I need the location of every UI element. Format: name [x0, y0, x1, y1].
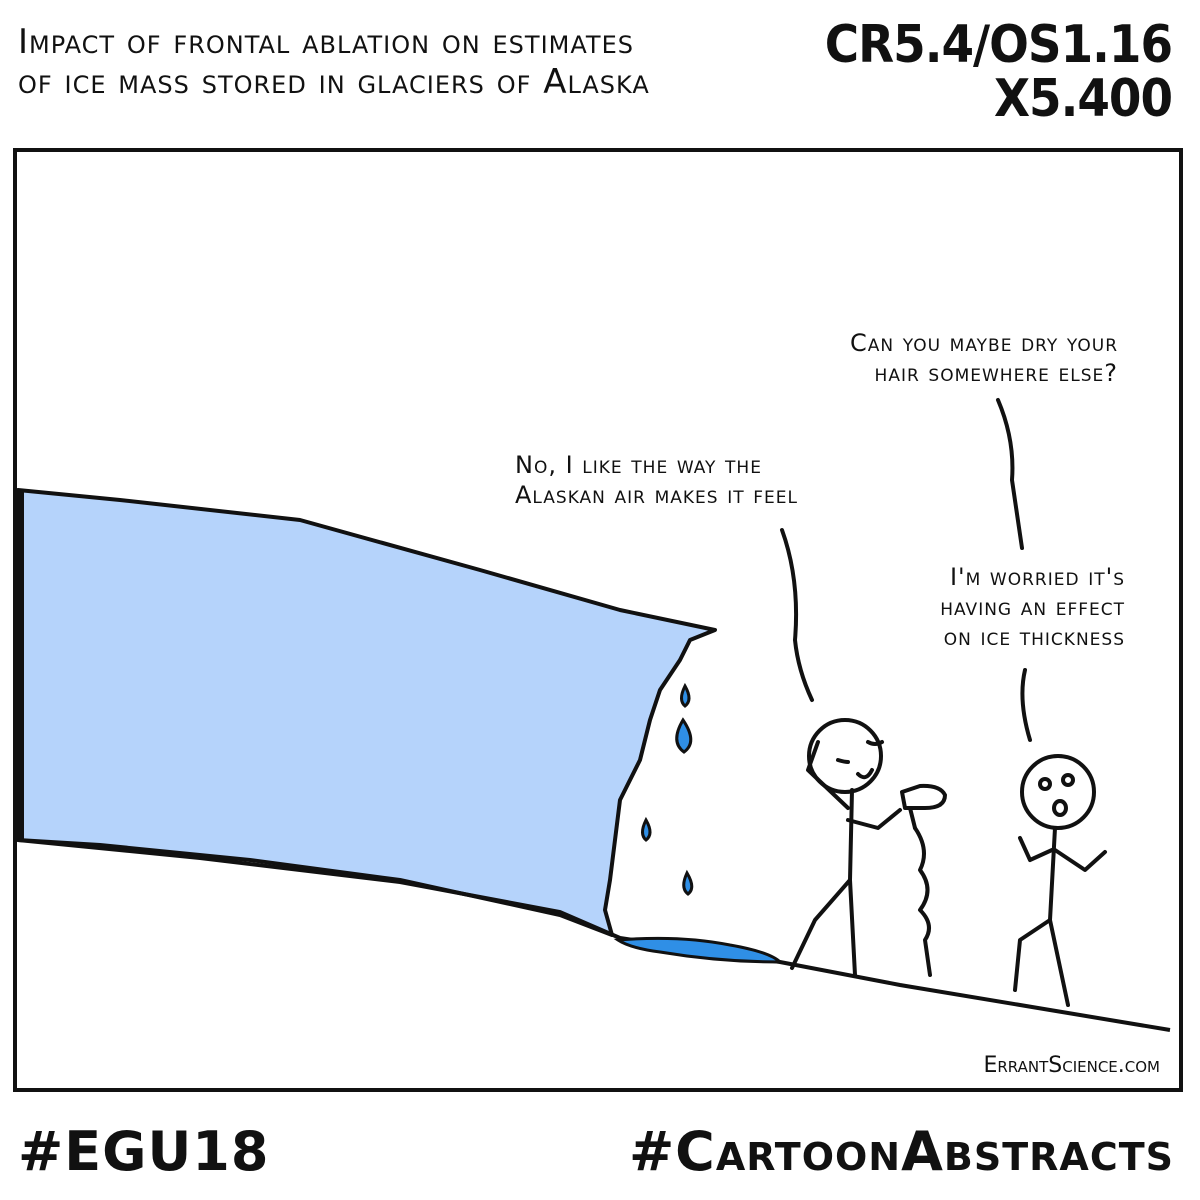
speech-bubble-1: Can you maybe dry your hair somewhere el…: [740, 328, 1118, 388]
comic-title: Impact of frontal ablation on estimates …: [18, 22, 650, 102]
speech-1-line-2: hair somewhere else?: [874, 359, 1118, 387]
speech-bubble-3: I'm worried it's having an effect on ice…: [820, 562, 1125, 652]
speech-2-line-2: Alaskan air makes it feel: [515, 481, 798, 509]
speech-1-line-1: Can you maybe dry your: [850, 329, 1118, 357]
hashtag-cartoon-abstracts: #CartoonAbstracts: [628, 1120, 1174, 1183]
stick-figure-hairdryer: [790, 718, 947, 977]
speech-3-line-2: having an effect: [940, 593, 1125, 621]
speech-tail-1: [996, 398, 1024, 550]
panel-border: [13, 148, 1183, 1092]
water-drips: [641, 682, 694, 896]
glacier: [16, 488, 717, 937]
session-code-line-2: X5.400: [993, 69, 1173, 129]
stick-figure-worried: [1013, 754, 1107, 1007]
speech-2-line-1: No, I like the way the: [515, 451, 762, 479]
hashtag-egu: #EGU18: [18, 1120, 270, 1183]
speech-3-line-3: on ice thickness: [943, 623, 1125, 651]
session-code-line-1: CR5.4/OS1.16: [824, 15, 1173, 75]
speech-bubble-2: No, I like the way the Alaskan air makes…: [515, 450, 935, 510]
speech-3-line-1: I'm worried it's: [949, 563, 1125, 591]
session-code: CR5.4/OS1.16 X5.400: [824, 15, 1173, 129]
credit-url: ErrantScience.com: [983, 1053, 1160, 1078]
ground-line: [17, 838, 1171, 1032]
speech-tail-3: [1020, 668, 1032, 742]
speech-tail-2: [780, 528, 814, 702]
meltwater-puddle: [613, 936, 784, 964]
